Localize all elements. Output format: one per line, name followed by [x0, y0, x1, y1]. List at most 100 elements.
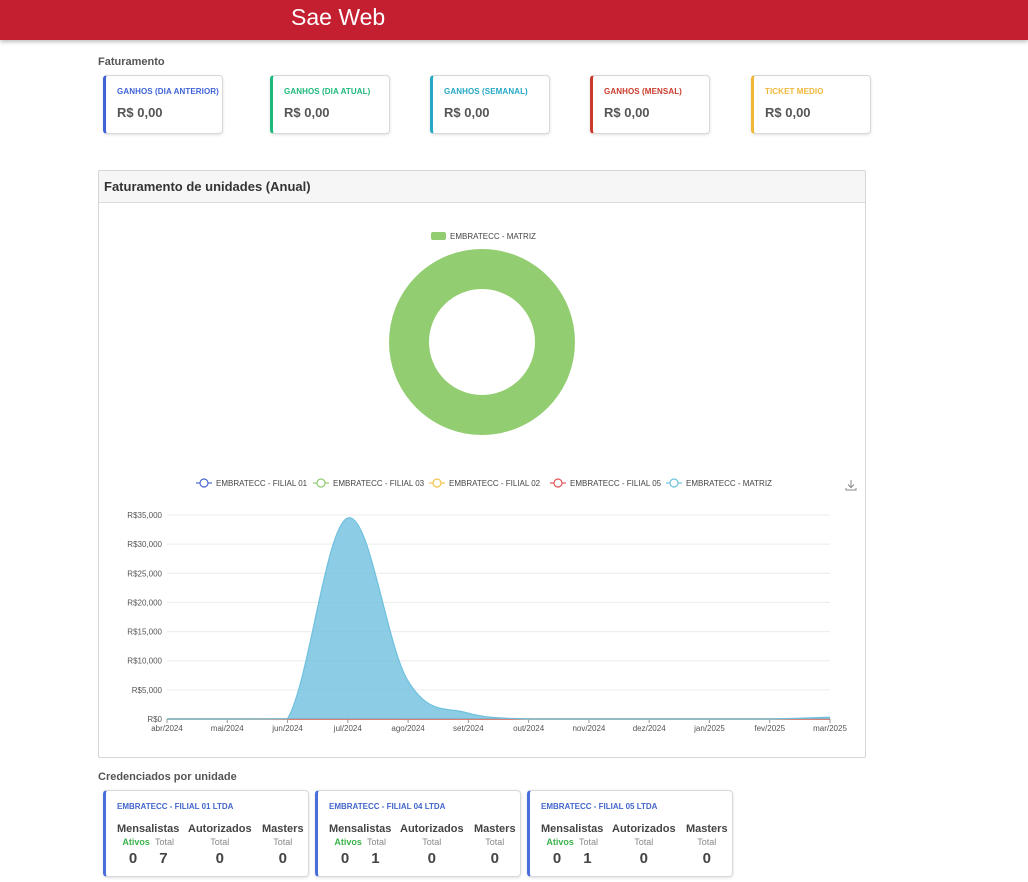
donut-legend-label: EMBRATECC - MATRIZ	[450, 232, 536, 241]
area-chart: R$0 R$5,000 R$10,000 R$15,000 R$20,000 R$25,0…	[127, 511, 847, 733]
area-chart-legend: EMBRATECC - FILIAL 01 EMBRATECC - FILIAL …	[196, 478, 772, 488]
ativos-label: Ativos	[546, 837, 574, 847]
x-tick-label: jun/2024	[271, 724, 303, 733]
x-tick-label: abr/2024	[151, 724, 183, 733]
kpi-label: GANHOS (DIA ATUAL)	[284, 87, 371, 96]
total-label: Total	[485, 837, 505, 847]
y-tick-label: R$20,000	[127, 598, 162, 607]
mensalistas-ativos-count: 0	[128, 850, 138, 867]
ativos-label: Ativos	[334, 837, 362, 847]
mensalistas-ativos-count: 0	[552, 850, 562, 867]
kpi-card-semanal: GANHOS (SEMANAL) R$ 0,00	[430, 75, 550, 134]
total-label: Total	[422, 837, 442, 847]
total-label: Total	[154, 837, 174, 847]
ativos-label: Ativos	[122, 837, 150, 847]
kpi-label: GANHOS (SEMANAL)	[444, 87, 528, 96]
area-series-line	[166, 517, 831, 720]
x-tick-label: set/2024	[453, 724, 484, 733]
legend-label: EMBRATECC - FILIAL 05	[570, 479, 662, 488]
total-label: Total	[273, 837, 293, 847]
autorizados-total-count: 0	[215, 850, 224, 867]
unit-name: EMBRATECC - FILIAL 05 LTDA	[541, 802, 658, 811]
area-series-fill	[167, 517, 830, 719]
mensalistas-column: Mensalistas Ativos Total 0 1	[329, 823, 391, 867]
legend-marker	[432, 478, 442, 488]
donut-slice-matriz	[389, 249, 575, 435]
y-tick-label: R$10,000	[127, 657, 162, 666]
mensalistas-column: Mensalistas Ativos Total 0 1	[541, 823, 603, 867]
unit-name: EMBRATECC - FILIAL 04 LTDA	[329, 802, 446, 811]
credenciados-card: EMBRATECC - FILIAL 05 LTDA Mensalistas Ati…	[527, 790, 733, 877]
autorizados-column: Autorizados Total 0	[400, 823, 464, 867]
legend-marker	[316, 478, 326, 488]
mensalistas-total-count: 7	[159, 850, 168, 867]
total-label: Total	[366, 837, 386, 847]
kpi-value: R$ 0,00	[117, 105, 163, 120]
kpi-card-mensal: GANHOS (MENSAL) R$ 0,00	[590, 75, 710, 134]
donut-chart: EMBRATECC - MATRIZ	[389, 232, 575, 435]
kpi-card-dia-atual: GANHOS (DIA ATUAL) R$ 0,00	[270, 75, 390, 134]
mensalistas-total-count: 1	[371, 850, 380, 867]
kpi-card-ticket-medio: TICKET MEDIO R$ 0,00	[751, 75, 871, 134]
autorizados-header: Autorizados	[400, 823, 464, 835]
x-tick-label: fev/2025	[754, 724, 785, 733]
autorizados-total-count: 0	[427, 850, 436, 867]
autorizados-header: Autorizados	[612, 823, 676, 835]
panel-header: Faturamento de unidades (Anual)	[99, 171, 865, 203]
credenciados-card: EMBRATECC - FILIAL 04 LTDA Mensalistas Ati…	[315, 790, 521, 877]
x-tick-label: jul/2024	[333, 724, 363, 733]
mensalistas-ativos-count: 0	[340, 850, 350, 867]
legend-marker	[669, 478, 679, 488]
kpi-label: GANHOS (DIA ANTERIOR)	[117, 87, 219, 96]
donut-legend-swatch	[431, 232, 446, 240]
x-tick-label: mar/2025	[813, 724, 847, 733]
legend-label: EMBRATECC - FILIAL 03	[333, 479, 425, 488]
kpi-value: R$ 0,00	[604, 105, 650, 120]
masters-column: Masters Total 0	[474, 823, 516, 867]
masters-header: Masters	[474, 823, 516, 835]
autorizados-column: Autorizados Total 0	[188, 823, 252, 867]
masters-total-count: 0	[702, 850, 711, 867]
faturamento-unidades-panel: Faturamento de unidades (Anual) EMBRATEC…	[98, 170, 866, 758]
mensalistas-header: Mensalistas	[541, 823, 604, 835]
mensalistas-total-count: 1	[583, 850, 592, 867]
x-tick-label: out/2024	[513, 724, 545, 733]
x-tick-label: ago/2024	[391, 724, 425, 733]
masters-column: Masters Total 0	[262, 823, 304, 867]
legend-label: EMBRATECC - FILIAL 02	[449, 479, 541, 488]
kpi-label: TICKET MEDIO	[765, 87, 824, 96]
x-tick-label: jan/2025	[693, 724, 725, 733]
credenciados-label: Credenciados por unidade	[98, 771, 237, 783]
mensalistas-header: Mensalistas	[117, 823, 180, 835]
autorizados-header: Autorizados	[188, 823, 252, 835]
total-label: Total	[578, 837, 598, 847]
kpi-value: R$ 0,00	[765, 105, 811, 120]
y-tick-label: R$35,000	[127, 511, 162, 520]
masters-total-count: 0	[278, 850, 287, 867]
legend-label: EMBRATECC - MATRIZ	[686, 479, 772, 488]
kpi-value: R$ 0,00	[444, 105, 490, 120]
masters-column: Masters Total 0	[686, 823, 728, 867]
x-tick-label: mai/2024	[211, 724, 244, 733]
y-tick-label: R$5,000	[132, 686, 163, 695]
x-tick-label: dez/2024	[633, 724, 666, 733]
kpi-card-dia-anterior: GANHOS (DIA ANTERIOR) R$ 0,00	[103, 75, 223, 134]
top-bar: Sae Web	[0, 0, 1028, 40]
total-label: Total	[697, 837, 717, 847]
app-title: Sae Web	[291, 4, 386, 30]
kpi-label: GANHOS (MENSAL)	[604, 87, 682, 96]
mensalistas-column: Mensalistas Ativos Total 0 7	[117, 823, 179, 867]
autorizados-total-count: 0	[639, 850, 648, 867]
download-icon[interactable]	[844, 478, 858, 492]
masters-header: Masters	[262, 823, 304, 835]
credenciados-card: EMBRATECC - FILIAL 01 LTDA Mensalistas Ati…	[103, 790, 309, 877]
masters-total-count: 0	[490, 850, 499, 867]
legend-label: EMBRATECC - FILIAL 01	[216, 479, 308, 488]
charts-canvas: EMBRATECC - MATRIZ EMBRATECC - FILIAL 01…	[127, 232, 858, 733]
y-tick-label: R$25,000	[127, 569, 162, 578]
x-tick-label: nov/2024	[572, 724, 605, 733]
masters-header: Masters	[686, 823, 728, 835]
unit-name: EMBRATECC - FILIAL 01 LTDA	[117, 802, 234, 811]
y-tick-label: R$0	[147, 715, 162, 724]
total-label: Total	[210, 837, 230, 847]
